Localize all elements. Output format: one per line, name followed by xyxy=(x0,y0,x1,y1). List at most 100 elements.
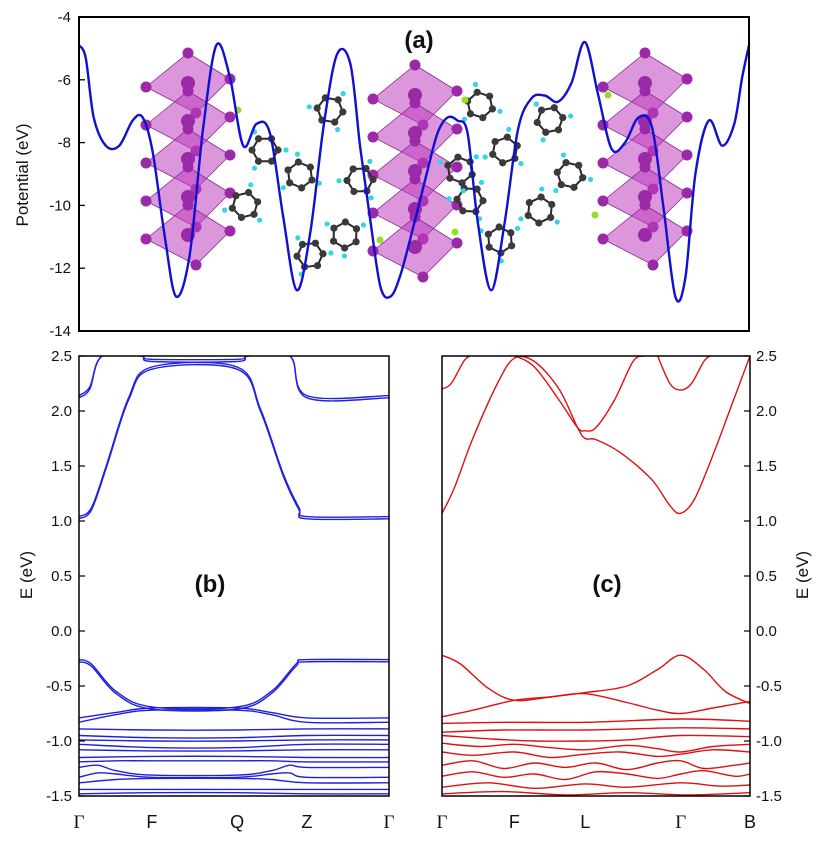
hydrogen-atom xyxy=(482,154,488,160)
carbon-atom xyxy=(244,188,253,197)
band-line xyxy=(79,708,389,724)
hydrogen-atom xyxy=(554,219,560,225)
halide-atom xyxy=(639,123,651,135)
band-line xyxy=(79,743,389,749)
band-line xyxy=(79,660,389,712)
carbon-atom xyxy=(495,223,503,231)
carbon-atom xyxy=(369,175,377,184)
y-tick-label: 2.5 xyxy=(756,348,777,365)
carbon-atom xyxy=(313,104,321,112)
hydrogen-atom xyxy=(553,187,559,194)
band-line xyxy=(79,791,389,795)
carbon-atom xyxy=(507,229,515,237)
hydrogen-atom xyxy=(257,217,263,223)
kpoint-label: Γ xyxy=(437,812,448,833)
band-line xyxy=(442,749,750,759)
hydrogen-atom xyxy=(518,216,524,222)
carbon-atom xyxy=(339,108,347,116)
halide-atom xyxy=(639,85,651,97)
carbon-atom xyxy=(319,250,327,258)
carbon-atom xyxy=(499,159,507,167)
organic-molecules xyxy=(222,81,612,277)
halide-atom xyxy=(681,111,693,123)
crystal-structure-illustration xyxy=(140,47,693,283)
carbon-atom xyxy=(535,219,543,227)
carbon-atom xyxy=(341,218,349,226)
carbon-atom xyxy=(503,133,511,141)
halide-atom xyxy=(224,225,236,237)
y-tick-label: 2.5 xyxy=(51,348,72,365)
panel-a: -14 -12 -10 -8 -6 -4 Potential (eV) (a) xyxy=(13,9,751,340)
band-line xyxy=(79,755,389,759)
halide-atom xyxy=(181,76,195,90)
potential-plot xyxy=(77,40,751,303)
hydrogen-atom xyxy=(437,159,443,166)
halide-atom xyxy=(409,135,421,147)
band-line xyxy=(442,718,750,725)
halide-atom xyxy=(597,195,609,207)
kpoint-label: Q xyxy=(230,812,244,832)
halide-atom xyxy=(181,190,195,204)
panel-b-ylabel: E (eV) xyxy=(17,551,36,599)
hydrogen-atom xyxy=(340,91,346,97)
carbon-atom xyxy=(250,210,258,218)
carbon-atom xyxy=(489,150,497,158)
halide-atom xyxy=(597,157,609,169)
band-line xyxy=(503,356,645,432)
halide-atom xyxy=(190,259,202,271)
band-line xyxy=(442,734,750,742)
carbon-atom xyxy=(484,230,492,238)
band-line xyxy=(442,654,750,705)
halide-atom xyxy=(681,73,693,85)
panel-a-y-axis: -14 -12 -10 -8 -6 -4 xyxy=(49,9,85,340)
band-line xyxy=(79,739,389,742)
band-line xyxy=(442,759,750,771)
halide-atom xyxy=(597,233,609,245)
panel-b-y-axis: -1.5 -1.0 -0.5 0.0 0.5 1.0 1.5 2.0 2.5 xyxy=(46,348,85,805)
y-tick-label: -1.5 xyxy=(756,788,782,805)
y-tick-label: -12 xyxy=(49,260,71,277)
panel-c: -1.5 -1.0 -0.5 0.0 0.5 1.0 1.5 2.0 2.5 Γ F L Γ B E (… xyxy=(437,348,812,833)
y-tick-label: 1.0 xyxy=(756,513,777,530)
band-line xyxy=(656,356,711,391)
carbon-atom xyxy=(550,104,558,112)
band-line xyxy=(79,772,389,779)
carbon-atom xyxy=(228,204,236,212)
y-tick-label: -0.5 xyxy=(756,678,782,695)
hydrogen-atom xyxy=(294,151,301,157)
y-tick-label: 2.0 xyxy=(51,403,72,420)
y-tick-label: -4 xyxy=(58,9,71,26)
carbon-atom xyxy=(479,197,487,205)
halide-atom xyxy=(182,199,194,211)
halide-atom xyxy=(409,173,421,185)
hydrogen-atom xyxy=(533,101,539,107)
carbon-atom xyxy=(444,161,452,169)
carbon-atom xyxy=(298,184,306,192)
nitrogen-atom xyxy=(376,236,384,244)
band-line xyxy=(442,356,471,390)
halide-atom xyxy=(409,59,421,71)
band-line xyxy=(442,769,750,781)
halide-atom xyxy=(182,85,194,97)
halide-atom xyxy=(638,228,652,242)
halide-atom xyxy=(639,199,651,211)
halide-atom xyxy=(409,97,421,109)
carbon-atom xyxy=(537,106,546,114)
kpoint-label: Γ xyxy=(74,812,85,833)
hydrogen-atom xyxy=(514,225,521,231)
hydrogen-atom xyxy=(335,126,341,133)
y-tick-label: 1.5 xyxy=(51,458,72,475)
carbon-atom xyxy=(329,237,338,245)
hydrogen-atom xyxy=(336,178,342,184)
bands-group xyxy=(79,356,389,795)
band-line xyxy=(442,727,750,733)
hydrogen-atom xyxy=(316,180,322,186)
y-tick-label: -6 xyxy=(58,72,71,89)
halide-atom xyxy=(367,93,379,105)
kpoint-label: Γ xyxy=(384,812,395,833)
carbon-atom xyxy=(343,176,351,185)
carbon-atom xyxy=(491,137,499,146)
hydrogen-atom xyxy=(478,179,485,186)
band-line xyxy=(442,356,750,515)
carbon-atom xyxy=(254,135,263,143)
